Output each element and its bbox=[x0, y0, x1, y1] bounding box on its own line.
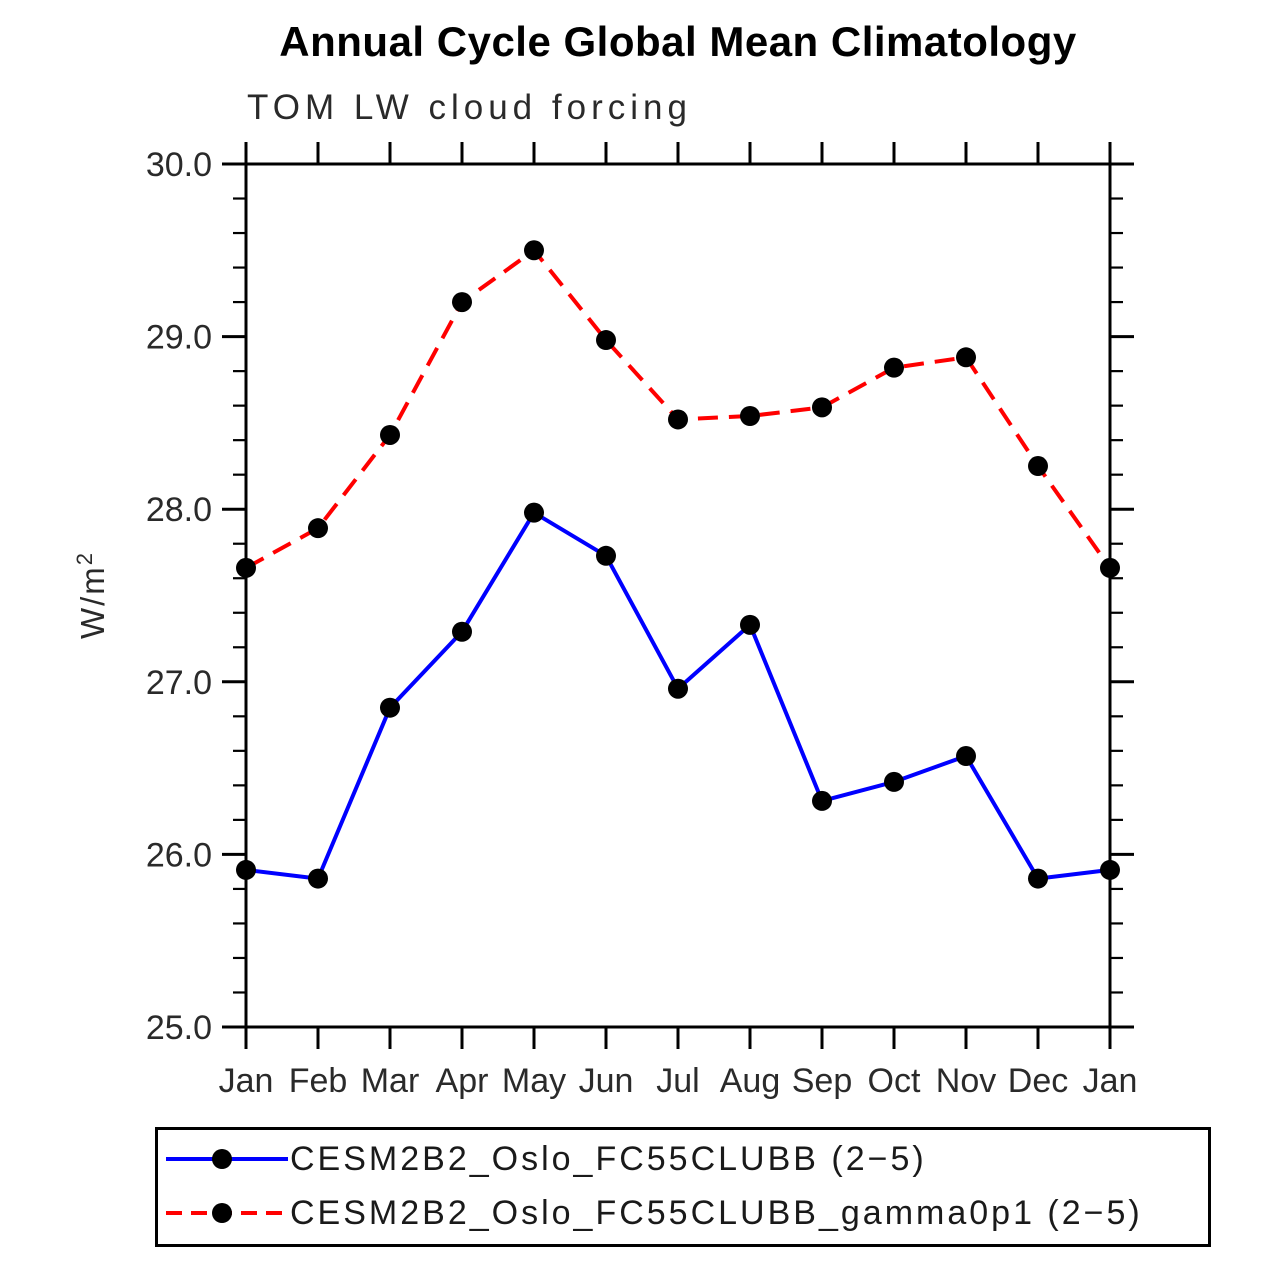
data-point-marker-1 bbox=[596, 330, 616, 351]
data-point-marker-0 bbox=[596, 545, 616, 566]
data-point-marker-1 bbox=[956, 347, 976, 368]
y-axis-tick-label: 29.0 bbox=[146, 319, 212, 357]
x-axis-tick-label: Oct bbox=[868, 1062, 921, 1100]
x-axis-tick-label: Feb bbox=[289, 1062, 348, 1100]
legend-marker-sample-0 bbox=[212, 1149, 232, 1169]
y-axis-tick-label: 30.0 bbox=[146, 146, 212, 184]
data-point-marker-0 bbox=[1028, 868, 1048, 889]
legend-label-1: CESM2B2_Oslo_FC55CLUBB_gamma0p1 (2−5) bbox=[290, 1193, 1143, 1232]
data-point-marker-1 bbox=[452, 292, 472, 313]
data-point-marker-1 bbox=[308, 518, 328, 539]
legend-entry-1: CESM2B2_Oslo_FC55CLUBB_gamma0p1 (2−5) bbox=[164, 1186, 1208, 1240]
data-point-marker-0 bbox=[812, 790, 832, 811]
data-point-marker-0 bbox=[308, 868, 328, 889]
data-point-marker-1 bbox=[668, 409, 688, 430]
plot-border bbox=[244, 162, 1112, 1029]
legend-swatch-1 bbox=[166, 1203, 288, 1223]
y-axis-tick-label: 26.0 bbox=[146, 836, 212, 874]
legend-label-0: CESM2B2_Oslo_FC55CLUBB (2−5) bbox=[290, 1139, 927, 1178]
data-point-marker-0 bbox=[956, 746, 976, 767]
chart-subtitle: TOM LW cloud forcing bbox=[247, 88, 692, 127]
data-point-marker-0 bbox=[452, 621, 472, 642]
data-point-marker-0 bbox=[236, 859, 256, 880]
x-axis-tick-label: May bbox=[502, 1062, 566, 1100]
x-axis-tick-label: Nov bbox=[936, 1062, 996, 1100]
data-point-marker-1 bbox=[1100, 557, 1120, 578]
data-point-marker-1 bbox=[740, 405, 760, 426]
x-axis-tick-label: Jun bbox=[579, 1062, 634, 1100]
x-axis-tick-label: Apr bbox=[436, 1062, 489, 1100]
data-point-marker-1 bbox=[380, 424, 400, 445]
data-point-marker-1 bbox=[524, 240, 544, 261]
chart-title: Annual Cycle Global Mean Climatology bbox=[279, 18, 1077, 65]
x-axis-tick-label: Sep bbox=[792, 1062, 853, 1100]
data-point-marker-1 bbox=[884, 357, 904, 378]
x-axis-tick-label: Jul bbox=[656, 1062, 699, 1100]
legend-entry-0: CESM2B2_Oslo_FC55CLUBB (2−5) bbox=[164, 1132, 1208, 1186]
y-axis-tick-label: 25.0 bbox=[146, 1009, 212, 1047]
data-point-marker-1 bbox=[1028, 456, 1048, 477]
data-point-marker-0 bbox=[524, 502, 544, 523]
series-line-1 bbox=[245, 248, 1112, 570]
x-axis-tick-label: Aug bbox=[720, 1062, 781, 1100]
data-point-marker-1 bbox=[236, 557, 256, 578]
data-point-marker-1 bbox=[812, 397, 832, 418]
data-point-marker-0 bbox=[740, 614, 760, 635]
x-axis-tick-label: Dec bbox=[1008, 1062, 1068, 1100]
data-point-marker-0 bbox=[1100, 859, 1120, 880]
y-axis-tick-label: 28.0 bbox=[146, 491, 212, 529]
x-axis-tick-label: Mar bbox=[361, 1062, 420, 1100]
data-point-marker-0 bbox=[668, 678, 688, 699]
data-point-marker-0 bbox=[884, 771, 904, 792]
legend: CESM2B2_Oslo_FC55CLUBB (2−5) CESM2B2_Osl… bbox=[155, 1127, 1211, 1247]
y-axis-unit-exponent: 2 bbox=[72, 550, 97, 566]
x-axis-tick-label: Jan bbox=[219, 1062, 274, 1100]
y-axis-tick-label: 27.0 bbox=[146, 664, 212, 702]
legend-marker-sample-1 bbox=[212, 1203, 232, 1223]
data-point-marker-0 bbox=[380, 697, 400, 718]
x-axis-tick-label: Jan bbox=[1083, 1062, 1138, 1100]
legend-swatch-0 bbox=[166, 1149, 288, 1169]
y-axis-unit: W/m bbox=[74, 565, 111, 640]
